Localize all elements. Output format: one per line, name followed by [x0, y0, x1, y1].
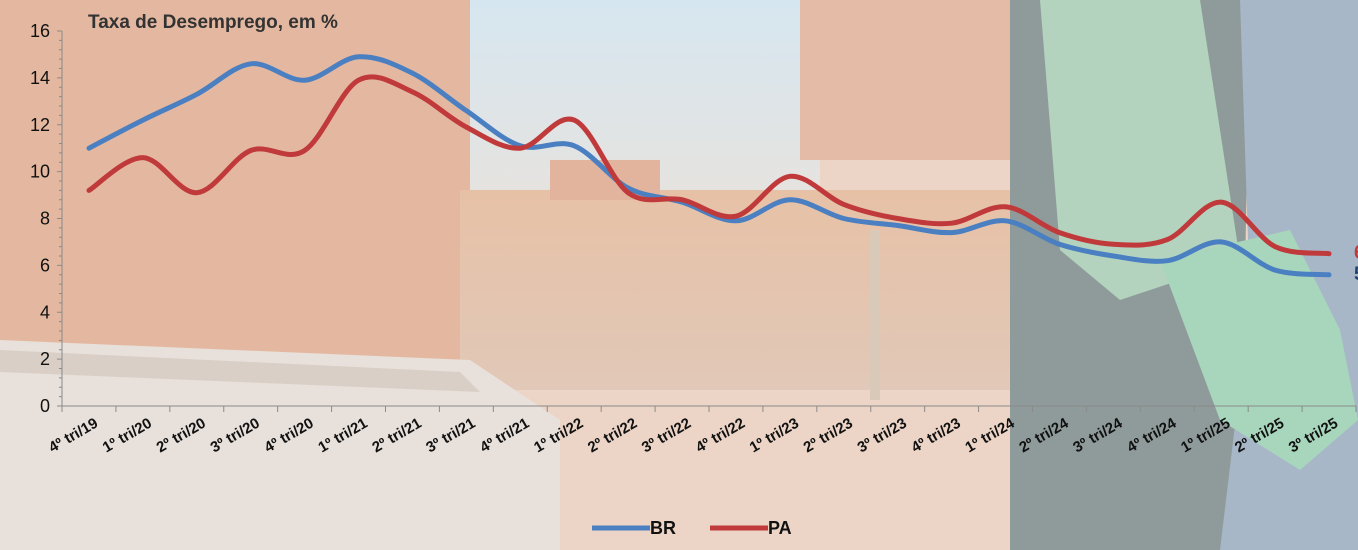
- x-tick-label: 2º tri/21: [369, 415, 424, 457]
- x-tick-label: 4º tri/24: [1124, 414, 1180, 456]
- x-tick-label: 2º tri/25: [1232, 415, 1287, 457]
- x-tick-label: 4º tri/23: [908, 415, 963, 457]
- x-tick-label: 4º tri/22: [693, 415, 748, 457]
- x-tick-label: 2º tri/20: [154, 415, 209, 457]
- y-tick-label: 16: [30, 21, 50, 41]
- x-tick-label: 4º tri/21: [477, 415, 532, 457]
- x-tick-label: 4º tri/19: [46, 415, 101, 457]
- x-tick-label: 4º tri/20: [261, 415, 316, 457]
- legend-label-pa: PA: [768, 518, 792, 538]
- x-tick-label: 1º tri/20: [100, 415, 155, 457]
- end-label-br: 5: [1354, 264, 1358, 285]
- end-label-pa: 6: [1354, 243, 1358, 264]
- y-tick-label: 2: [40, 349, 50, 369]
- y-tick-label: 12: [30, 115, 50, 135]
- labels-layer: 65: [1354, 243, 1358, 285]
- y-tick-label: 6: [40, 255, 50, 275]
- series-layer: [86, 54, 1332, 278]
- chart-title: Taxa de Desemprego, em %: [88, 12, 338, 33]
- y-tick-label: 0: [40, 396, 50, 416]
- legend-label-br: BR: [650, 518, 676, 538]
- x-tick-label: 3º tri/21: [423, 415, 478, 457]
- x-tick-label: 2º tri/24: [1016, 414, 1072, 456]
- x-tick-label: 1º tri/23: [747, 415, 802, 457]
- x-tick-label: 2º tri/23: [801, 415, 856, 457]
- x-tick-label: 3º tri/20: [208, 415, 263, 457]
- series-line-pa: [86, 74, 1332, 257]
- x-tick-label: 3º tri/23: [855, 415, 910, 457]
- x-tick-label: 1º tri/25: [1178, 415, 1233, 457]
- y-tick-label: 8: [40, 209, 50, 229]
- x-tick-label: 3º tri/25: [1286, 415, 1341, 457]
- y-tick-label: 14: [30, 68, 50, 88]
- x-tick-label: 3º tri/22: [639, 415, 694, 457]
- x-tick-label: 2º tri/22: [585, 415, 640, 457]
- series-line-br: [86, 54, 1332, 278]
- x-tick-label: 1º tri/21: [315, 415, 370, 457]
- x-tick-label: 1º tri/22: [531, 415, 586, 457]
- y-tick-label: 4: [40, 302, 50, 322]
- legend: BR PA: [592, 518, 792, 538]
- y-tick-label: 10: [30, 162, 50, 182]
- x-tick-label: 1º tri/24: [962, 414, 1018, 456]
- x-tick-label: 3º tri/24: [1070, 414, 1126, 456]
